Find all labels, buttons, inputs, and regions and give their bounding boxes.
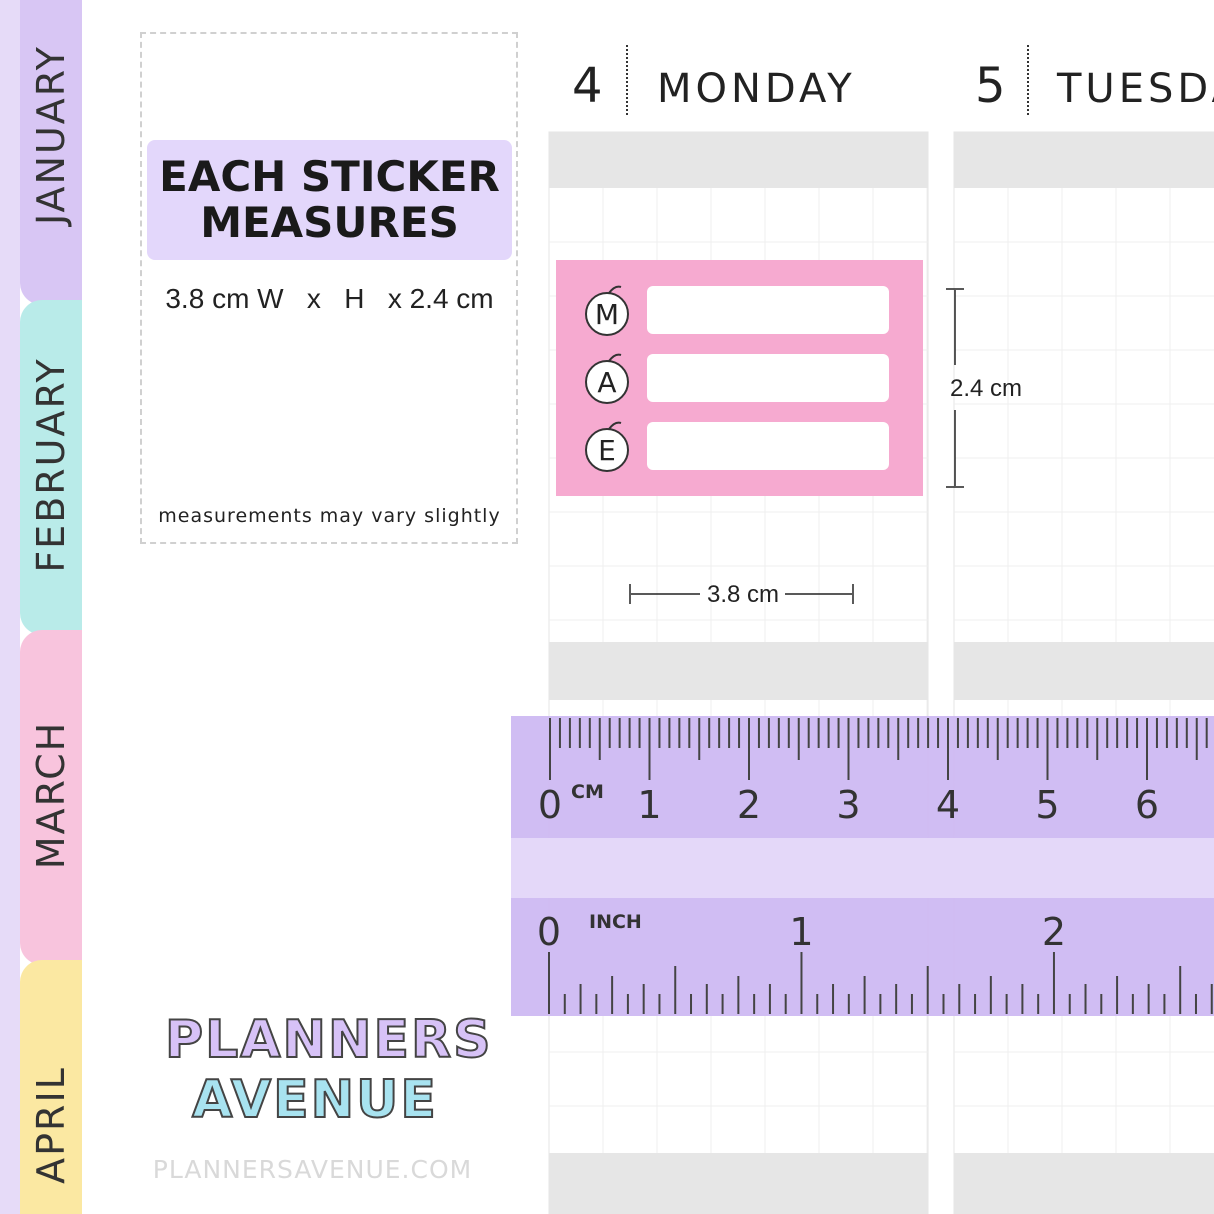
sticker-line [647,422,889,470]
letter-badge [585,428,629,472]
inch-label: 1 [789,910,813,954]
title-line: EACH STICKER [159,152,500,201]
day-number: 4 [572,58,603,114]
apple-stem [608,285,622,294]
tab: JANUARY [20,0,82,305]
dim-label: 2.4 cm [950,375,1022,402]
day-divider [626,45,628,115]
size-text: 3.8 cm W x H x 2.4 cm [165,283,494,314]
tab: FEBRUARY [20,300,82,635]
header-band [954,1153,1214,1214]
tab: APRIL [20,960,82,1214]
logo-line: PLANNERS [164,1009,493,1071]
dim-label: 3.8 cm [707,581,779,608]
letter: A [597,366,616,399]
day-divider [1027,45,1029,115]
inch-unit: INCH [589,911,642,933]
info-box [140,32,518,544]
ruler-band [511,838,1214,898]
website: PLANNERSAVENUE.COM [152,1155,473,1184]
sticker-line [647,354,889,402]
header-band [954,642,1214,700]
header-band [549,132,928,188]
inch-label: 0 [537,910,561,954]
letter: E [598,434,616,467]
sticker-line [647,286,889,334]
letter-badge [585,360,629,404]
cm-unit: CM [571,781,604,803]
letter-badge [585,292,629,336]
tab: MARCH [20,630,82,965]
logo-line: AVENUE [191,1069,438,1131]
cm-label: 4 [936,783,960,827]
cm-label: 0 [538,783,562,827]
info-title: EACH STICKER MEASURES [147,140,512,260]
cm-label: 5 [1035,783,1059,827]
title-line: MEASURES [200,198,459,247]
header-band [954,132,1214,188]
header-band [549,642,928,700]
logo: PLANNERS AVENUE [164,1009,493,1131]
header-band [549,1153,928,1214]
day-name: MONDAY [657,66,856,112]
day-number: 5 [975,58,1006,114]
cm-label: 1 [637,783,661,827]
cm-label: 3 [836,783,860,827]
note: measurements may vary slightly [158,505,501,527]
cm-label: 2 [737,783,761,827]
letter: M [595,298,619,331]
apple-stem [608,353,622,362]
cm-label: 6 [1135,783,1159,827]
page-edge [0,0,20,1214]
day-name: TUESDAY [1057,66,1214,112]
apple-stem [608,421,622,430]
inch-label: 2 [1042,910,1066,954]
